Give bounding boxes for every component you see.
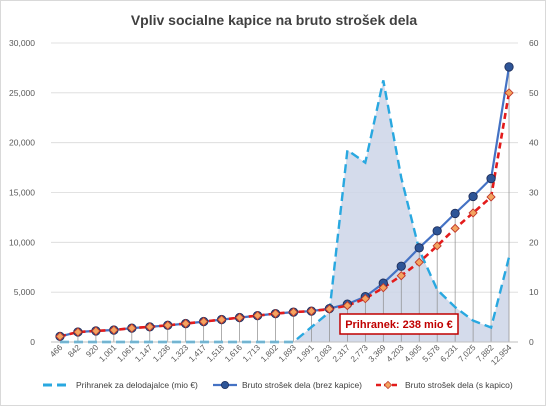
chart-title: Vpliv socialne kapice na bruto strošek d… bbox=[131, 12, 418, 28]
marker-with-cap bbox=[145, 322, 155, 332]
grid-lines bbox=[51, 42, 518, 343]
marker-with-cap bbox=[288, 307, 299, 317]
marker-with-cap bbox=[468, 208, 478, 218]
marker-with-cap bbox=[216, 314, 227, 325]
x-tick-label: 12,954 bbox=[489, 343, 513, 367]
x-tick-label: 1,616 bbox=[223, 343, 244, 364]
legend-label: Prihranek za delodajalce (mio €) bbox=[76, 380, 198, 390]
y-right-tick-label: 20 bbox=[529, 237, 539, 247]
legend-marker-no-cap bbox=[220, 380, 229, 389]
y-right-tick-label: 30 bbox=[529, 188, 539, 198]
annotation-text: Prihranek: 238 mio € bbox=[345, 319, 453, 331]
marker-with-cap bbox=[199, 316, 209, 327]
marker-with-cap bbox=[450, 223, 460, 234]
x-tick-label: 1,236 bbox=[151, 343, 172, 364]
marker-no-cap bbox=[468, 191, 478, 202]
marker-with-cap bbox=[127, 323, 137, 333]
marker-with-cap bbox=[270, 308, 281, 319]
legend-item: Bruto strošek dela (brez kapice) bbox=[213, 380, 362, 390]
marker-with-cap bbox=[73, 327, 83, 337]
savings-area bbox=[60, 80, 509, 343]
x-tick-label: 5,578 bbox=[421, 343, 442, 364]
y-left-tick-label: 20,000 bbox=[9, 138, 35, 148]
y-left-tick-label: 10,000 bbox=[9, 237, 35, 247]
x-tick-label: 1,991 bbox=[295, 343, 316, 364]
x-tick-label: 7,025 bbox=[457, 343, 478, 364]
y-right-tick-label: 0 bbox=[529, 337, 534, 347]
savings-area-layer bbox=[60, 80, 509, 343]
marker-with-cap bbox=[306, 306, 317, 316]
annotation-box: Prihranek: 238 mio € bbox=[339, 313, 459, 335]
x-tick-label: 1,518 bbox=[205, 343, 226, 364]
y-left-tick-label: 30,000 bbox=[9, 38, 35, 48]
x-tick-label: 1,001 bbox=[97, 343, 118, 364]
y-right-tick-label: 10 bbox=[529, 287, 539, 297]
legend-label: Bruto strošek dela (brez kapice) bbox=[242, 380, 362, 390]
marker-with-cap bbox=[181, 318, 191, 329]
marker-no-cap bbox=[396, 261, 406, 271]
y-left-tick-label: 0 bbox=[30, 337, 35, 347]
marker-with-cap bbox=[486, 192, 496, 202]
marker-with-cap bbox=[396, 271, 406, 281]
legend-item: Bruto strošek dela (s kapico) bbox=[376, 380, 513, 390]
x-tick-label: 1,802 bbox=[259, 343, 280, 364]
legend-label: Bruto strošek dela (s kapico) bbox=[405, 380, 513, 390]
x-tick-label: 1,713 bbox=[241, 343, 262, 364]
marker-with-cap bbox=[360, 294, 370, 304]
x-tick-label: 2,083 bbox=[313, 343, 334, 364]
marker-no-cap bbox=[486, 173, 496, 184]
x-tick-label: 1,417 bbox=[187, 343, 208, 364]
marker-with-cap bbox=[414, 257, 424, 267]
marker-with-cap bbox=[432, 241, 442, 251]
marker-no-cap bbox=[504, 62, 514, 72]
x-tick-label: 4,203 bbox=[385, 343, 406, 364]
x-tick-label: 1,323 bbox=[169, 343, 190, 364]
y-left-tick-label: 25,000 bbox=[9, 88, 35, 98]
marker-no-cap bbox=[432, 226, 442, 236]
marker-with-cap bbox=[378, 283, 388, 293]
x-tick-label: 2,317 bbox=[331, 343, 352, 364]
legend-marker-with-cap bbox=[383, 380, 393, 390]
y-left-tick-label: 5,000 bbox=[14, 287, 36, 297]
x-tick-label: 842 bbox=[66, 343, 82, 359]
marker-no-cap bbox=[414, 243, 424, 253]
y-right-tick-label: 40 bbox=[529, 138, 539, 148]
x-tick-label: 2,773 bbox=[349, 343, 370, 364]
y-axis-right: 0 10 20 30 40 50 60 bbox=[529, 38, 539, 347]
marker-with-cap bbox=[109, 325, 119, 335]
x-tick-label: 6,231 bbox=[439, 343, 460, 364]
marker-with-cap bbox=[252, 310, 263, 321]
legend-item: Prihranek za delodajalce (mio €) bbox=[43, 380, 198, 390]
x-tick-label: 1,061 bbox=[115, 343, 136, 364]
y-right-tick-label: 50 bbox=[529, 88, 539, 98]
x-tick-label: 1,893 bbox=[277, 343, 298, 364]
x-tick-label: 3,369 bbox=[367, 343, 388, 364]
marker-with-cap bbox=[324, 304, 335, 314]
annotation-border bbox=[339, 313, 459, 335]
y-axis-left: 0 5,000 10,000 15,000 20,000 25,000 30,000 bbox=[9, 38, 35, 347]
marker-with-cap bbox=[163, 320, 173, 330]
marker-with-cap bbox=[234, 312, 245, 323]
marker-no-cap bbox=[450, 208, 460, 219]
x-tick-label: 4,905 bbox=[403, 343, 424, 364]
y-left-tick-label: 15,000 bbox=[9, 188, 35, 198]
legend: Prihranek za delodajalce (mio €) Bruto st… bbox=[43, 380, 513, 390]
marker-with-cap bbox=[342, 300, 353, 311]
y-right-tick-label: 60 bbox=[529, 38, 539, 48]
marker-with-cap bbox=[91, 326, 101, 336]
x-axis: 466 842 9201,0011,0611,1471,2361,3231,4171… bbox=[48, 341, 518, 367]
x-tick-label: 466 bbox=[48, 343, 64, 359]
x-tick-label: 1,147 bbox=[133, 343, 154, 364]
marker-with-cap bbox=[55, 331, 65, 342]
marker-with-cap bbox=[504, 88, 514, 98]
series-markers bbox=[55, 62, 514, 342]
